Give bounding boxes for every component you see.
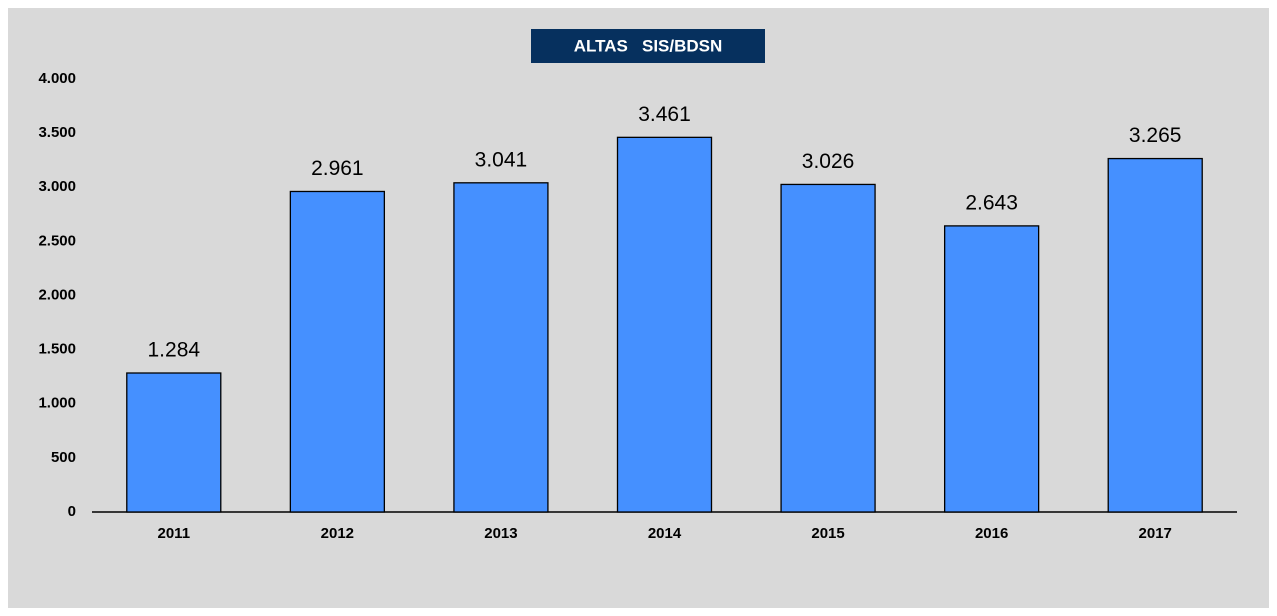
x-tick-label: 2016 [975,525,1008,542]
value-label: 3.461 [638,103,691,126]
x-tick-label: 2014 [648,525,682,542]
value-label: 2.961 [311,157,364,180]
y-tick-label: 1.000 [38,395,76,412]
title-box [531,29,765,63]
x-tick-label: 2013 [484,525,517,542]
y-tick-label: 4.000 [38,70,76,87]
bar [780,183,876,513]
y-tick-label: 2.500 [38,232,76,249]
y-tick-label: 500 [51,449,76,466]
y-tick-label: 3.500 [38,124,76,141]
x-tick-label: 2011 [158,525,191,542]
value-label: 2.643 [965,191,1018,214]
y-tick-label: 3.000 [38,178,76,195]
bar [616,136,713,513]
y-tick-label: 2.000 [38,286,76,303]
x-tick-label: 2017 [1139,525,1172,542]
bar [453,182,549,513]
y-tick-label: 0 [68,503,76,520]
x-tick-label: 2012 [321,525,354,542]
bar [1107,157,1203,513]
value-label: 3.041 [475,148,528,171]
bar [289,190,386,513]
chart-title: ALTAS SIS/BDSN [574,36,723,55]
value-label: 1.284 [148,339,201,362]
value-label: 3.026 [802,150,855,173]
x-tick-label: 2015 [811,525,844,542]
bar [126,372,222,513]
value-label: 3.265 [1129,124,1182,147]
bar [943,225,1040,513]
y-tick-label: 1.500 [38,341,76,358]
